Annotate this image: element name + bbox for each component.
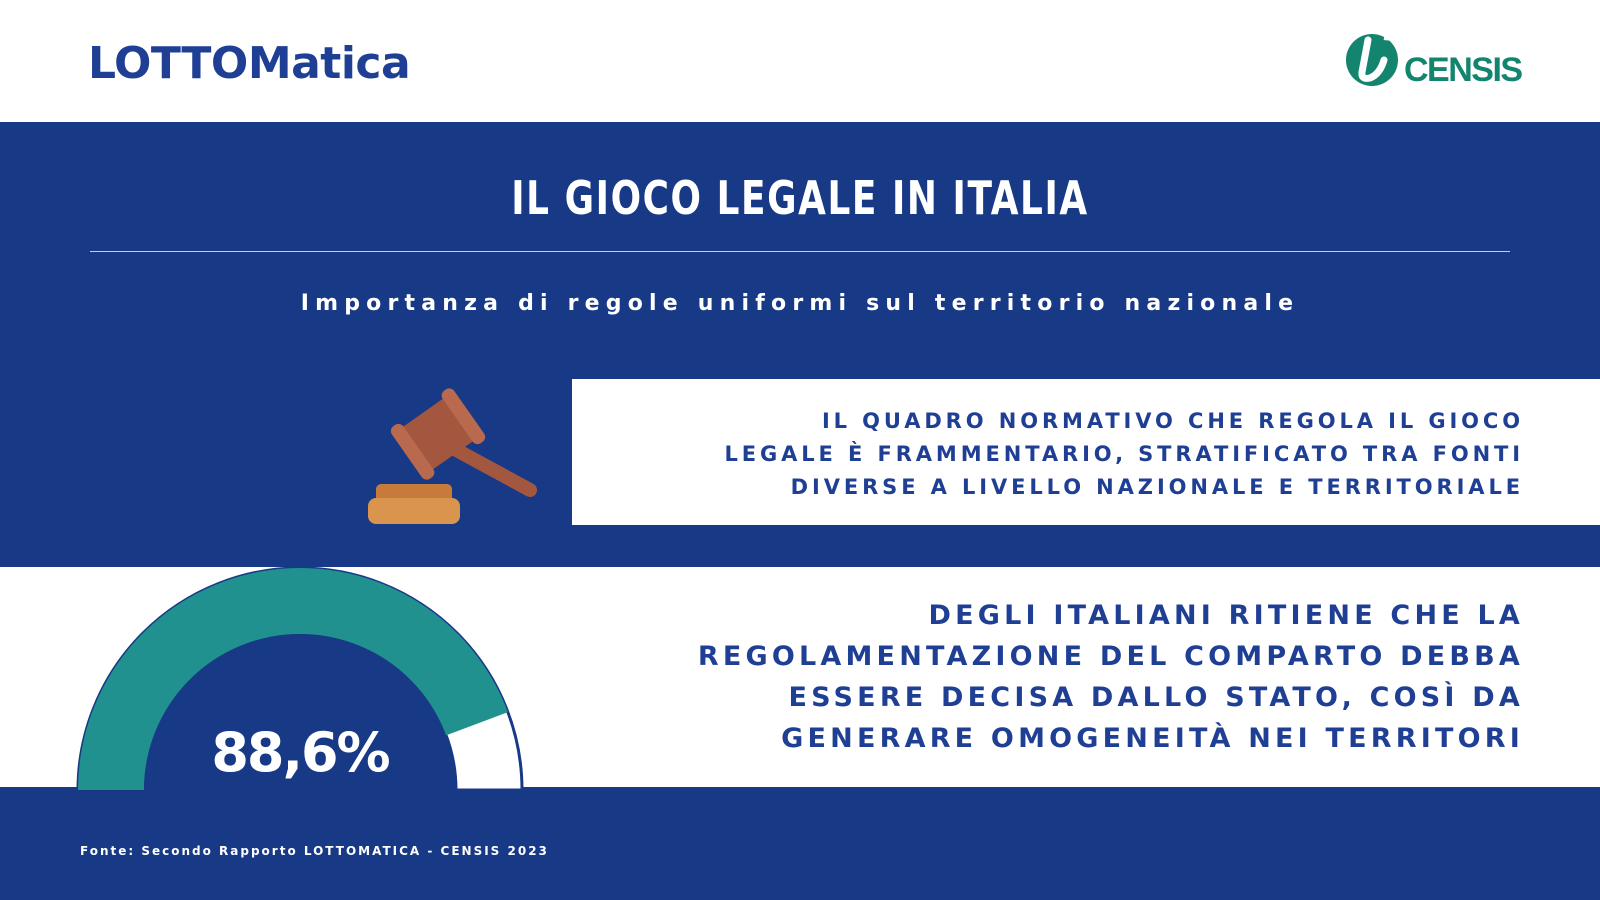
stat-line: REGOLAMENTAZIONE DEL COMPARTO DEBBA — [697, 641, 1524, 672]
statement-line: DIVERSE A LIVELLO NAZIONALE E TERRITORIA… — [790, 475, 1524, 499]
stat-line: ESSERE DECISA DALLO STATO, COSÌ DA — [788, 682, 1524, 713]
percentage-value: 88,6% — [211, 721, 390, 784]
statement-line: IL QUADRO NORMATIVO CHE REGOLA IL GIOCO — [821, 409, 1524, 433]
censis-wordmark: CENSIS — [1404, 51, 1523, 89]
gauge-fill — [78, 568, 508, 790]
statement-box: IL QUADRO NORMATIVO CHE REGOLA IL GIOCO … — [572, 379, 1600, 525]
lottomatica-logo: LOTTOMatica — [88, 38, 411, 89]
statement-line: LEGALE È FRAMMENTARIO, STRATIFICATO TRA … — [724, 442, 1524, 466]
stat-description: DEGLI ITALIANI RITIENE CHE LA REGOLAMENT… — [698, 595, 1524, 759]
header-bar: LOTTOMatica CENSIS — [0, 0, 1600, 122]
gauge-inner-disc — [144, 634, 456, 790]
censis-mark-icon — [1346, 32, 1402, 86]
censis-logo: CENSIS — [1344, 32, 1523, 92]
stat-line: DEGLI ITALIANI RITIENE CHE LA — [928, 600, 1524, 631]
page-subtitle: Importanza di regole uniformi sul territ… — [300, 291, 1300, 316]
gavel-icon — [368, 388, 537, 524]
percentage-gauge — [76, 566, 524, 790]
page-title: IL GIOCO LEGALE IN ITALIA — [511, 171, 1089, 225]
title-divider — [90, 251, 1510, 252]
statement-text: IL QUADRO NORMATIVO CHE REGOLA IL GIOCO … — [724, 405, 1524, 504]
source-note: Fonte: Secondo Rapporto LOTTOMATICA - CE… — [80, 844, 549, 858]
stat-line: GENERARE OMOGENEITÀ NEI TERRITORI — [781, 723, 1524, 754]
